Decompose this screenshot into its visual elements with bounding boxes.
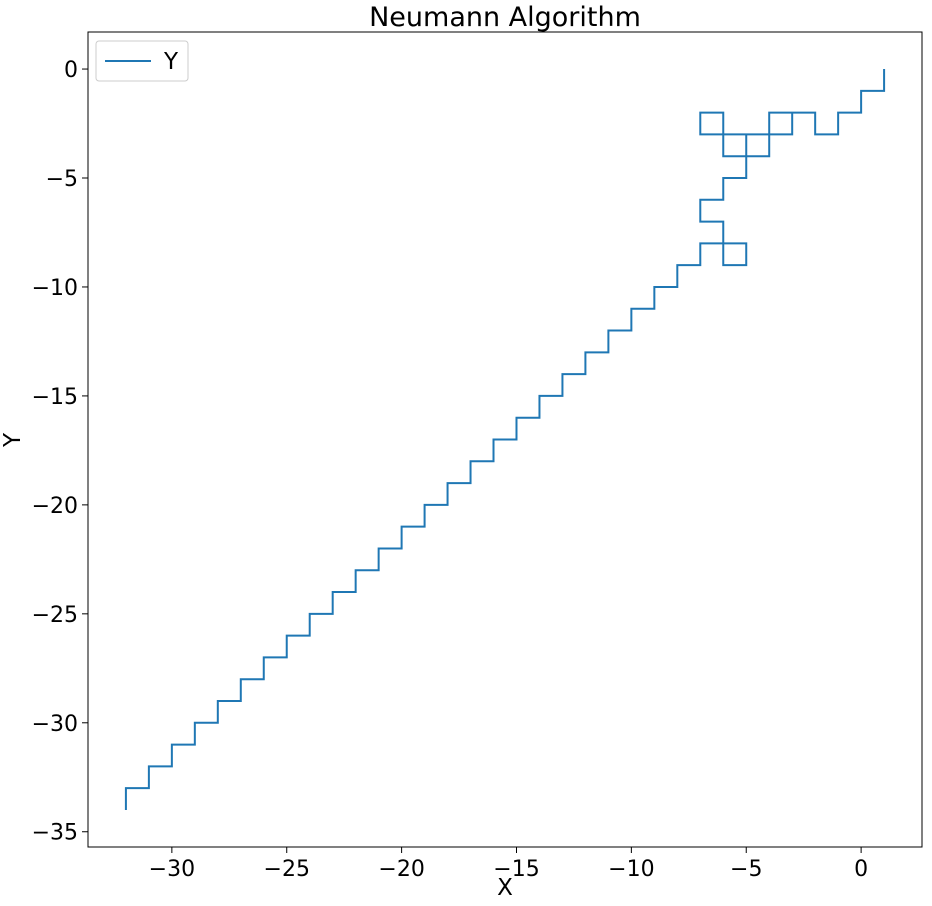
axes-frame <box>87 31 923 848</box>
x-tick-label: −5 <box>730 857 762 882</box>
y-tick-label: −30 <box>32 712 78 737</box>
y-tick-label: −20 <box>32 494 78 519</box>
x-tick-label: −20 <box>378 857 424 882</box>
series-line-0 <box>124 69 886 810</box>
y-tick-label: 0 <box>64 58 78 83</box>
x-tick-label: −30 <box>149 857 195 882</box>
x-tick-label: −25 <box>264 857 310 882</box>
x-axis: −30 −25 −20 −15 −10 −5 0 <box>149 847 868 882</box>
legend: Y <box>95 40 189 82</box>
legend-label: Y <box>163 49 179 75</box>
x-tick-label: −10 <box>608 857 654 882</box>
y-tick-label: −25 <box>32 603 78 628</box>
y-tick-label: −35 <box>32 821 78 846</box>
y-axis-label: Y <box>0 432 26 448</box>
x-tick-label: −15 <box>493 857 539 882</box>
chart-title: Neumann Algorithm <box>369 2 641 33</box>
y-tick-label: −15 <box>32 385 78 410</box>
y-tick-label: −10 <box>32 276 78 301</box>
x-tick-label: 0 <box>854 857 868 882</box>
plot-area <box>124 69 886 810</box>
y-tick-label: −5 <box>46 167 78 192</box>
y-axis: 0 −5 −10 −15 −20 −25 −30 −35 <box>32 58 88 846</box>
x-axis-label: X <box>497 875 513 901</box>
